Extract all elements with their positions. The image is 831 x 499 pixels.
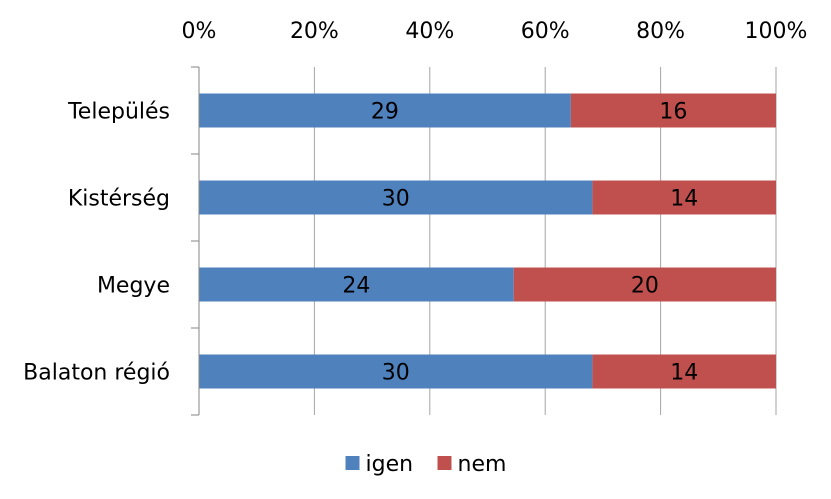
- legend-swatch-nem: [437, 456, 452, 470]
- bar-nem: [513, 267, 776, 302]
- category-label: Balaton régió: [23, 361, 170, 386]
- x-tick-label: 20%: [290, 19, 339, 44]
- category-axis: [191, 66, 200, 416]
- legend-label-nem: nem: [458, 452, 507, 477]
- x-tick-label: 40%: [405, 19, 454, 44]
- bar-igen: [199, 267, 514, 302]
- data-label: 14: [670, 187, 698, 212]
- legend-label-igen: igen: [366, 452, 414, 477]
- data-label: 29: [371, 100, 399, 125]
- x-tick-label: 0%: [182, 19, 217, 44]
- category-labels: Település Kistérség Megye Balaton régió: [23, 100, 170, 386]
- bar-igen: [199, 93, 571, 128]
- category-label: Megye: [97, 274, 170, 299]
- bar-nem: [570, 93, 776, 128]
- data-label: 30: [382, 361, 410, 386]
- x-tick-label: 100%: [745, 19, 808, 44]
- data-label: 14: [670, 361, 698, 386]
- data-label: 16: [659, 100, 687, 125]
- x-axis-tick-labels: 0% 20% 40% 60% 80% 100%: [182, 19, 808, 44]
- data-labels: 29 16 30 14 24 20 30 14: [342, 100, 698, 386]
- bars: [199, 93, 776, 389]
- data-label: 30: [382, 187, 410, 212]
- legend-swatch-igen: [345, 456, 360, 470]
- bar-nem: [592, 354, 776, 389]
- x-tick-label: 60%: [521, 19, 570, 44]
- x-tick-label: 80%: [636, 19, 685, 44]
- data-label: 20: [631, 274, 659, 299]
- category-label: Kistérség: [68, 187, 170, 212]
- legend: igen nem: [345, 452, 507, 477]
- bar-nem: [592, 180, 776, 215]
- data-label: 24: [342, 274, 370, 299]
- bar-igen: [199, 354, 593, 389]
- category-label: Település: [67, 100, 170, 125]
- bar-igen: [199, 180, 593, 215]
